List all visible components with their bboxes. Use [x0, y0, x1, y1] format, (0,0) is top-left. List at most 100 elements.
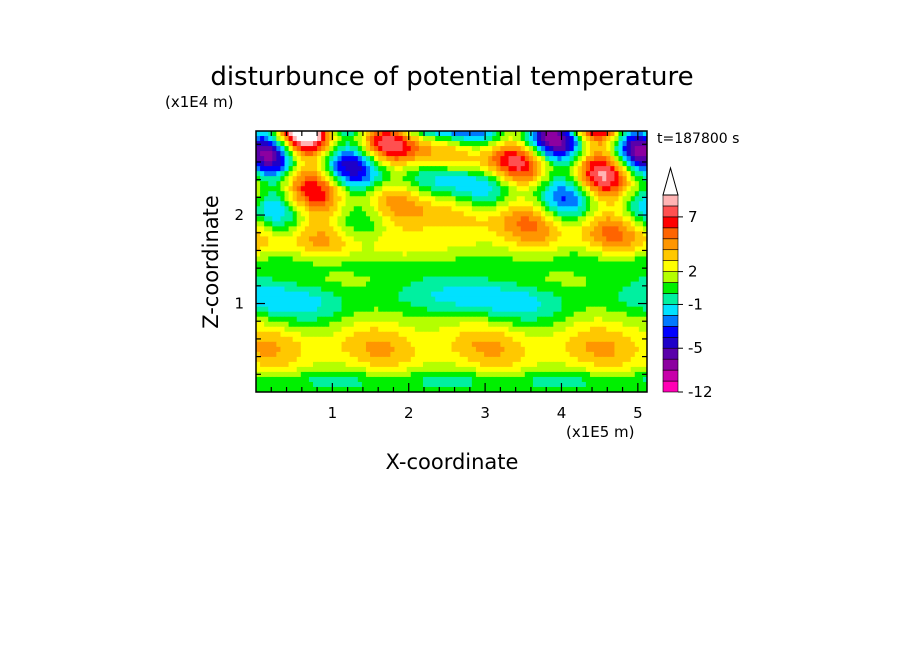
heatmap-cell: [329, 266, 334, 273]
heatmap-cell: [264, 361, 269, 368]
heatmap-cell: [488, 241, 493, 247]
heatmap-cell: [378, 246, 383, 252]
heatmap-cell: [256, 351, 261, 358]
heatmap-cell: [439, 206, 444, 212]
heatmap-cell: [398, 246, 404, 252]
heatmap-cell: [390, 326, 395, 333]
heatmap-cell: [313, 336, 318, 343]
heatmap-cell: [296, 141, 302, 147]
heatmap-cell: [353, 331, 359, 338]
heatmap-cell: [455, 191, 461, 197]
heatmap-cell: [557, 201, 562, 207]
heatmap-cell: [480, 261, 485, 268]
heatmap-cell: [431, 141, 436, 147]
heatmap-cell: [455, 246, 461, 252]
heatmap-cell: [341, 381, 347, 388]
heatmap-cell: [488, 371, 493, 378]
heatmap-cell: [370, 161, 375, 167]
heatmap-cell: [313, 281, 318, 288]
heatmap-cell: [329, 191, 334, 197]
heatmap-cell: [422, 361, 428, 368]
heatmap-cell: [541, 216, 546, 222]
heatmap-cell: [402, 286, 408, 293]
heatmap-cell: [337, 376, 343, 383]
heatmap-cell: [488, 151, 493, 157]
heatmap-cell: [537, 221, 542, 227]
heatmap-cell: [394, 161, 400, 167]
heatmap-cell: [492, 381, 497, 388]
heatmap-cell: [394, 281, 400, 288]
heatmap-cell: [545, 346, 550, 353]
heatmap-cell: [260, 216, 265, 222]
heatmap-cell: [557, 161, 562, 167]
heatmap-cell: [589, 156, 595, 162]
heatmap-cell: [435, 296, 440, 303]
heatmap-cell: [463, 256, 469, 262]
heatmap-cell: [585, 351, 591, 358]
heatmap-cell: [463, 386, 469, 393]
heatmap-cell: [492, 236, 497, 242]
heatmap-cell: [610, 146, 615, 152]
heatmap-cell: [406, 211, 412, 217]
heatmap-cell: [410, 131, 416, 137]
heatmap-cell: [410, 211, 416, 217]
heatmap-cell: [272, 151, 277, 157]
heatmap-cell: [333, 366, 338, 373]
heatmap-cell: [402, 271, 408, 278]
heatmap-cell: [463, 176, 469, 182]
heatmap-cell: [537, 231, 542, 237]
heatmap-cell: [304, 286, 310, 293]
heatmap-cell: [264, 376, 269, 383]
heatmap-cell: [370, 276, 375, 283]
heatmap-cell: [512, 216, 518, 222]
heatmap-cell: [398, 276, 404, 283]
heatmap-cell: [439, 211, 444, 217]
heatmap-cell: [292, 376, 298, 383]
heatmap-cell: [618, 286, 624, 293]
heatmap-cell: [337, 196, 343, 202]
heatmap-cell: [325, 271, 330, 278]
heatmap-cell: [382, 341, 387, 348]
heatmap-cell: [431, 346, 436, 353]
heatmap-cell: [370, 351, 375, 358]
heatmap-cell: [545, 356, 550, 363]
heatmap-cell: [365, 176, 371, 182]
heatmap-cell: [561, 226, 567, 232]
heatmap-cell: [467, 276, 473, 283]
heatmap-cell: [626, 301, 632, 308]
heatmap-cell: [304, 386, 310, 393]
heatmap-cell: [508, 231, 514, 237]
heatmap-cell: [365, 331, 371, 338]
heatmap-cell: [549, 221, 554, 227]
heatmap-cell: [630, 366, 636, 373]
heatmap-cell: [308, 176, 314, 182]
heatmap-cell: [524, 376, 530, 383]
heatmap-cell: [296, 211, 302, 217]
heatmap-cell: [418, 371, 424, 378]
heatmap-cell: [484, 301, 489, 308]
heatmap-cell: [296, 341, 302, 348]
heatmap-cell: [581, 231, 587, 237]
heatmap-cell: [361, 251, 367, 257]
heatmap-cell: [480, 371, 485, 378]
heatmap-cell: [545, 136, 550, 142]
heatmap-cell: [439, 386, 444, 393]
heatmap-cell: [545, 256, 550, 262]
heatmap-cell: [565, 131, 571, 137]
heatmap-cell: [365, 386, 371, 393]
heatmap-cell: [410, 196, 416, 202]
heatmap-cell: [528, 231, 534, 237]
heatmap-cell: [288, 246, 294, 252]
heatmap-cell: [565, 371, 571, 378]
heatmap-cell: [500, 356, 505, 363]
heatmap-cell: [390, 171, 395, 177]
heatmap-cell: [427, 266, 432, 273]
heatmap-cell: [642, 166, 648, 172]
heatmap-cell: [585, 136, 591, 142]
heatmap-cell: [435, 366, 440, 373]
heatmap-cell: [378, 296, 383, 303]
heatmap-cell: [341, 366, 347, 373]
heatmap-cell: [390, 216, 395, 222]
heatmap-cell: [528, 241, 534, 247]
heatmap-cell: [313, 351, 318, 358]
